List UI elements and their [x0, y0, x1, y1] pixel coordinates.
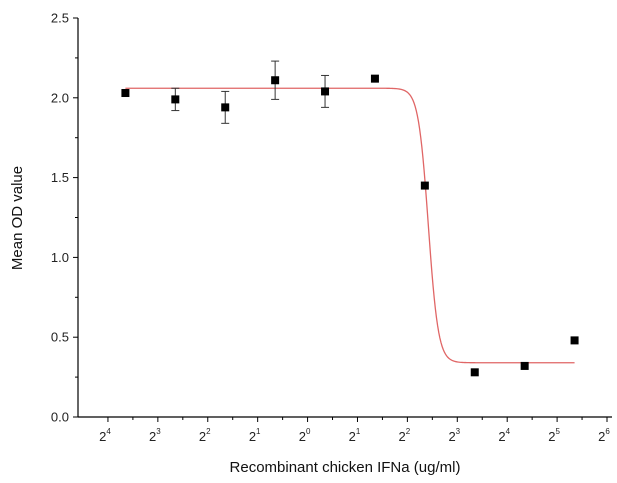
- ticks-layer: 0.0 0.5 1.0 1.5 2.0 2.5 24 23 22 21 20 21 22 23 24 25 26: [51, 11, 610, 445]
- x-tick-label: 20: [299, 427, 311, 444]
- x-axis-label: Recombinant chicken IFNa (ug/ml): [230, 459, 461, 476]
- x-tick-label: 23: [448, 427, 460, 444]
- x-tick-label: 21: [249, 427, 261, 444]
- y-tick-label: 2.5: [51, 11, 69, 26]
- data-point: [121, 89, 130, 98]
- data-point: [171, 95, 180, 104]
- data-point: [570, 336, 579, 345]
- x-tick-label: 22: [399, 427, 411, 444]
- y-tick-label: 0.5: [51, 330, 69, 345]
- data-point: [520, 361, 529, 370]
- y-tick-label: 0.0: [51, 410, 69, 425]
- x-tick-label: 22: [199, 427, 211, 444]
- fit-curve: [125, 87, 575, 364]
- points-layer: [121, 74, 579, 377]
- x-tick-label: 24: [498, 427, 510, 444]
- y-tick-label: 1.0: [51, 250, 69, 265]
- y-axis-label: Mean OD value: [9, 166, 26, 270]
- error-layer: [171, 60, 330, 124]
- data-point: [420, 181, 429, 190]
- data-point: [271, 76, 280, 85]
- x-tick-label: 21: [349, 427, 361, 444]
- data-point: [321, 87, 330, 96]
- y-tick-label: 2.0: [51, 90, 69, 105]
- data-point: [470, 368, 479, 377]
- fit-layer: [125, 87, 575, 364]
- x-tick-label: 23: [149, 427, 161, 444]
- data-point: [370, 74, 379, 83]
- axes: [73, 17, 612, 422]
- x-tick-label: 26: [598, 427, 610, 444]
- x-tick-label: 24: [99, 427, 111, 444]
- data-point: [221, 103, 230, 112]
- x-tick-label: 25: [548, 427, 560, 444]
- y-tick-label: 1.5: [51, 170, 69, 185]
